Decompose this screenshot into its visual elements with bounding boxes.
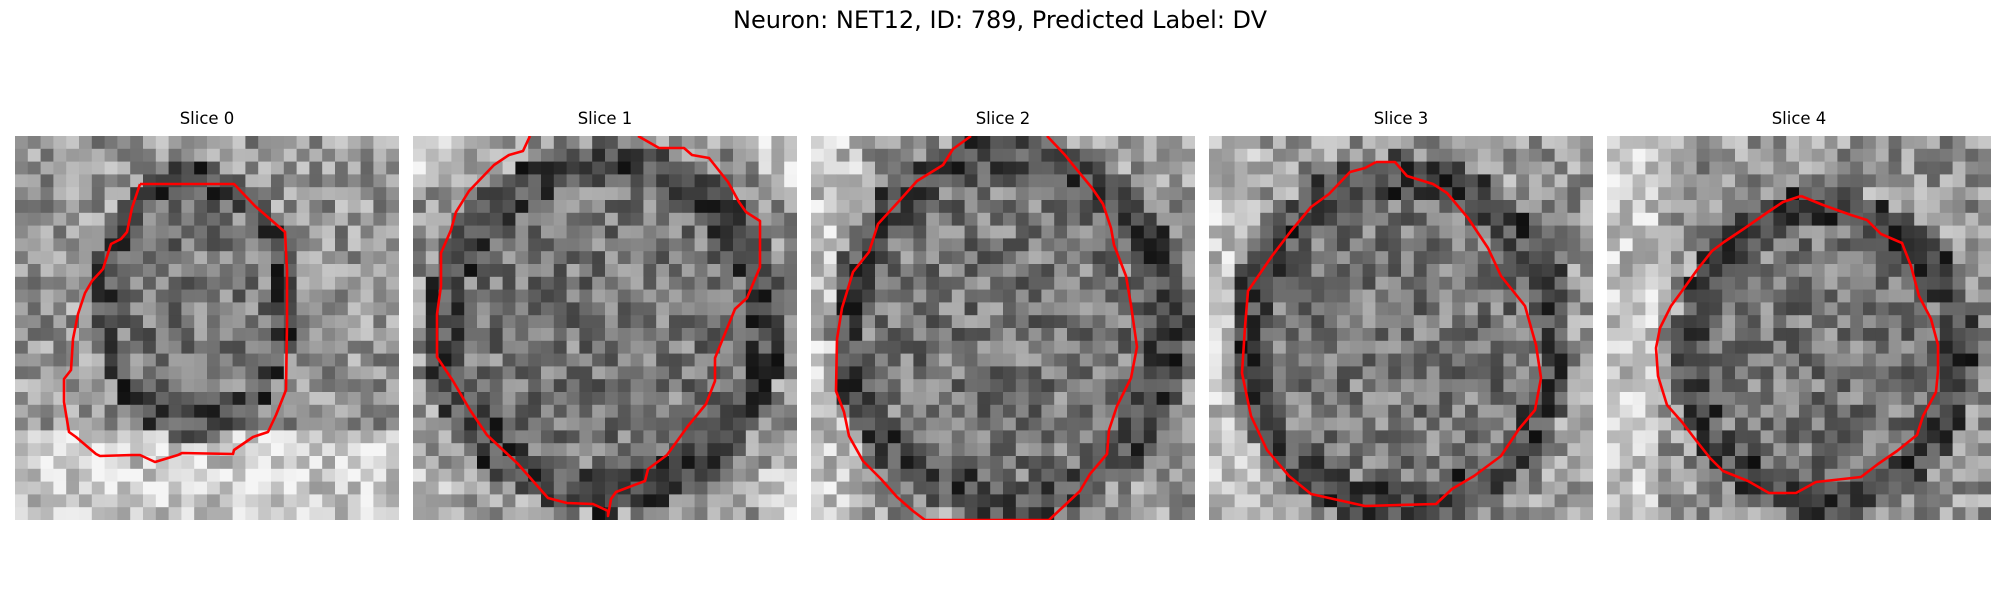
segmentation-contour-2 bbox=[834, 136, 1139, 520]
slice-title-3: Slice 3 bbox=[1373, 109, 1429, 128]
microscopy-slice-image-3 bbox=[1209, 136, 1593, 520]
grayscale-pixels bbox=[15, 136, 399, 520]
grayscale-pixels bbox=[1209, 136, 1593, 520]
segmentation-contour-1 bbox=[435, 136, 762, 518]
slice-title-1: Slice 1 bbox=[577, 109, 633, 128]
slice-pixel-grid-0 bbox=[15, 136, 399, 520]
slice-pixel-grid-3 bbox=[1209, 136, 1593, 520]
microscopy-slice-image-0 bbox=[15, 136, 399, 520]
microscopy-slice-image-1 bbox=[413, 136, 797, 520]
microscopy-slice-image-2 bbox=[811, 136, 1195, 520]
grayscale-pixels bbox=[1607, 136, 1991, 520]
slice-pixel-grid-2 bbox=[811, 136, 1195, 520]
slice-pixel-grid-1 bbox=[413, 136, 797, 520]
slice-panel-2: Slice 2 bbox=[811, 108, 1195, 520]
slice-panel-4: Slice 4 bbox=[1607, 108, 1991, 520]
slice-panel-0: Slice 0 bbox=[15, 108, 399, 520]
slice-panel-3: Slice 3 bbox=[1209, 108, 1593, 520]
microscopy-slice-image-4 bbox=[1607, 136, 1991, 520]
slice-title-4: Slice 4 bbox=[1771, 109, 1827, 128]
slice-panel-1: Slice 1 bbox=[413, 108, 797, 520]
grayscale-pixels bbox=[811, 136, 1195, 520]
slice-pixel-grid-4 bbox=[1607, 136, 1991, 520]
grayscale-pixels bbox=[413, 136, 797, 520]
slice-title-0: Slice 0 bbox=[179, 109, 235, 128]
segmentation-contour-4 bbox=[1654, 194, 1940, 495]
figure-title: Neuron: NET12, ID: 789, Predicted Label:… bbox=[732, 6, 1268, 34]
slice-title-2: Slice 2 bbox=[975, 109, 1031, 128]
segmentation-contour-0 bbox=[62, 182, 289, 464]
segmentation-contour-3 bbox=[1240, 160, 1543, 508]
